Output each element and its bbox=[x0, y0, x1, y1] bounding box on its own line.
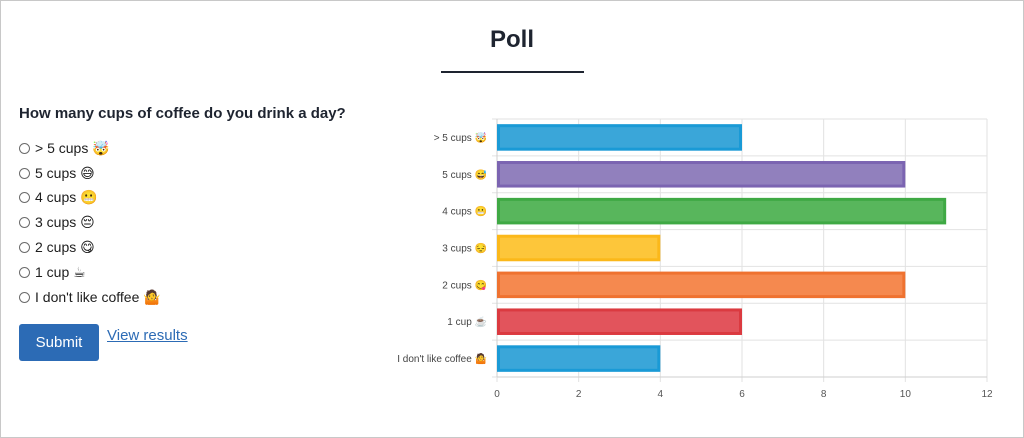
poll-option-5-cups[interactable]: 5 cups 😅 bbox=[19, 161, 161, 186]
option-label: 3 cups 😔 bbox=[35, 214, 95, 231]
option-label: I don't like coffee 🤷 bbox=[35, 288, 161, 305]
poll-option-more-than-5-cups[interactable]: > 5 cups 🤯 bbox=[19, 136, 161, 161]
x-tick-label: 4 bbox=[658, 389, 664, 400]
radio-button[interactable] bbox=[19, 266, 30, 278]
x-tick-label: 10 bbox=[900, 389, 912, 400]
chart-bar bbox=[497, 161, 906, 188]
radio-button[interactable] bbox=[19, 291, 30, 303]
option-label: 5 cups 😅 bbox=[35, 164, 95, 181]
x-tick-label: 2 bbox=[576, 389, 582, 400]
category-label: I don't like coffee 🤷 bbox=[397, 352, 487, 365]
poll-question: How many cups of coffee do you drink a d… bbox=[19, 105, 346, 122]
radio-button[interactable] bbox=[19, 192, 30, 204]
poll-option-no-coffee[interactable]: I don't like coffee 🤷 bbox=[19, 285, 161, 310]
chart-bar bbox=[497, 345, 661, 372]
chart-bar bbox=[497, 124, 742, 151]
radio-button[interactable] bbox=[19, 167, 30, 179]
page-title: Poll bbox=[489, 26, 534, 53]
poll-option-4-cups[interactable]: 4 cups 😬 bbox=[19, 186, 161, 211]
submit-button[interactable]: Submit bbox=[19, 324, 99, 361]
poll-option-1-cup[interactable]: 1 cup ☕ bbox=[19, 260, 161, 285]
view-results-link[interactable]: View results bbox=[107, 327, 188, 344]
category-label: > 5 cups 🤯 bbox=[434, 131, 487, 144]
chart-bar bbox=[497, 234, 661, 262]
poll-option-3-cups[interactable]: 3 cups 😔 bbox=[19, 210, 161, 235]
radio-button[interactable] bbox=[19, 217, 30, 229]
chart-bar bbox=[497, 197, 947, 225]
x-tick-label: 8 bbox=[821, 389, 827, 400]
radio-button[interactable] bbox=[19, 142, 30, 154]
chart-bar bbox=[497, 271, 906, 299]
chart-bar bbox=[497, 308, 742, 335]
x-tick-label: 12 bbox=[981, 389, 993, 400]
poll-options: > 5 cups 🤯 5 cups 😅 4 cups 😬 3 cups 😔 2 … bbox=[19, 136, 161, 310]
option-label: 1 cup ☕ bbox=[35, 263, 86, 280]
category-label: 4 cups 😬 bbox=[442, 206, 487, 218]
radio-button[interactable] bbox=[19, 242, 30, 254]
category-label: 3 cups 😔 bbox=[442, 243, 487, 255]
option-label: 2 cups 😋 bbox=[35, 239, 95, 256]
poll-option-2-cups[interactable]: 2 cups 😋 bbox=[19, 235, 161, 260]
option-label: 4 cups 😬 bbox=[35, 189, 98, 206]
x-tick-label: 0 bbox=[494, 389, 500, 400]
title-underline bbox=[441, 71, 584, 73]
category-label: 2 cups 😋 bbox=[442, 279, 487, 291]
option-label: > 5 cups 🤯 bbox=[35, 139, 110, 156]
x-tick-label: 6 bbox=[739, 389, 745, 400]
category-label: 5 cups 😅 bbox=[442, 169, 487, 181]
category-label: 1 cup ☕ bbox=[447, 315, 487, 328]
